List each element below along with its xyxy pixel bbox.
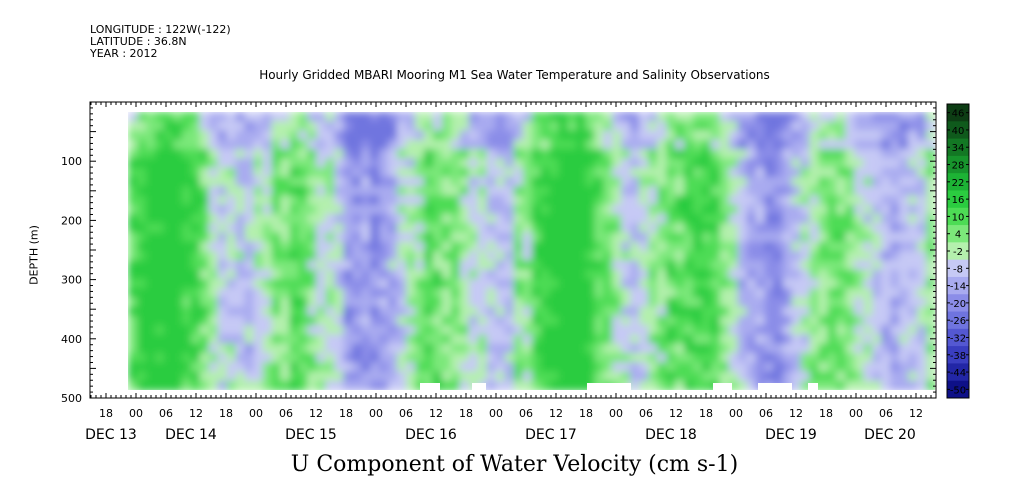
metadata-block: LONGITUDE : 122W(-122) LATITUDE : 36.8N … bbox=[90, 24, 231, 60]
colorbar-label: 28 bbox=[952, 161, 965, 172]
y-axis-labels: 100 200 300 400 500 bbox=[61, 155, 82, 405]
colorbar-swatch bbox=[947, 242, 969, 261]
data-gap bbox=[758, 383, 792, 391]
x-day-label: DEC 16 bbox=[405, 427, 457, 443]
colorbar-label: -26 bbox=[950, 316, 966, 327]
x-day-label: DEC 13 bbox=[85, 427, 137, 443]
colorbar-swatch bbox=[947, 311, 969, 330]
data-gaps bbox=[420, 383, 818, 391]
colorbar-label: 10 bbox=[952, 212, 965, 223]
colorbar-swatch bbox=[947, 138, 969, 157]
colorbar-swatch bbox=[947, 225, 969, 243]
x-hour-label: 18 bbox=[579, 407, 593, 420]
x-axis-labels: 18 00 06 12 18 00 06 12 18 00 06 12 18 00 06 12 18 00 06 12… bbox=[85, 407, 923, 443]
x-hour-label: 06 bbox=[759, 407, 773, 420]
colorbar-swatch bbox=[947, 155, 969, 174]
colorbar-label: 16 bbox=[952, 195, 965, 206]
x-hour-label: 06 bbox=[279, 407, 293, 420]
x-hour-label: 18 bbox=[339, 407, 353, 420]
x-hour-label: 00 bbox=[849, 407, 863, 420]
chart-title: Hourly Gridded MBARI Mooring M1 Sea Wate… bbox=[259, 68, 770, 82]
year-text: YEAR : 2012 bbox=[90, 47, 158, 60]
x-day-label: DEC 15 bbox=[285, 427, 337, 443]
data-gap bbox=[472, 383, 486, 391]
y-axis-ticks bbox=[90, 101, 936, 399]
x-day-label: DEC 18 bbox=[645, 427, 697, 443]
colorbar: 46 40 34 28 22 16 10 4 -2 -8 -14 -20 -26 -32 -38 -44 -50 bbox=[946, 103, 970, 399]
x-hour-label: 00 bbox=[129, 407, 143, 420]
x-hour-label: 00 bbox=[489, 407, 503, 420]
latitude-text: LATITUDE : 36.8N bbox=[90, 35, 187, 48]
x-hour-label: 12 bbox=[309, 407, 323, 420]
x-hour-label: 18 bbox=[819, 407, 833, 420]
colorbar-label: -8 bbox=[953, 264, 963, 275]
y-tick-label: 200 bbox=[61, 214, 82, 227]
colorbar-swatch bbox=[947, 346, 969, 364]
x-hour-label: 00 bbox=[729, 407, 743, 420]
x-hour-label: 12 bbox=[549, 407, 563, 420]
x-hour-label: 12 bbox=[909, 407, 923, 420]
x-hour-label: 18 bbox=[219, 407, 233, 420]
x-day-label: DEC 14 bbox=[165, 427, 217, 443]
variable-title: U Component of Water Velocity (cm s-1) bbox=[290, 452, 739, 477]
x-hour-label: 00 bbox=[609, 407, 623, 420]
colorbar-label: -2 bbox=[953, 247, 963, 258]
x-hour-label: 06 bbox=[639, 407, 653, 420]
colorbar-swatch bbox=[947, 294, 969, 313]
colorbar-label: 22 bbox=[952, 178, 965, 189]
x-hour-label: 18 bbox=[99, 407, 113, 420]
colorbar-swatch bbox=[947, 259, 969, 278]
colorbar-label: 34 bbox=[952, 143, 965, 154]
colorbar-label: -44 bbox=[950, 368, 966, 379]
colorbar-label: -20 bbox=[950, 299, 966, 310]
x-hour-label: 12 bbox=[789, 407, 803, 420]
x-hour-label: 06 bbox=[519, 407, 533, 420]
colorbar-label: -38 bbox=[950, 351, 966, 362]
data-gap bbox=[713, 383, 732, 391]
colorbar-swatch bbox=[947, 121, 969, 140]
heatmap-cells bbox=[128, 112, 935, 390]
heatmap-field bbox=[128, 112, 935, 390]
colorbar-swatch bbox=[947, 104, 969, 122]
x-hour-label: 18 bbox=[459, 407, 473, 420]
x-day-label: DEC 19 bbox=[765, 427, 817, 443]
y-tick-label: 500 bbox=[61, 392, 82, 405]
y-tick-label: 400 bbox=[61, 333, 82, 346]
x-hour-label: 06 bbox=[879, 407, 893, 420]
x-hour-label: 12 bbox=[189, 407, 203, 420]
colorbar-swatch bbox=[947, 207, 969, 226]
colorbar-swatch bbox=[947, 363, 969, 382]
x-hour-label: 12 bbox=[669, 407, 683, 420]
colorbar-label: 4 bbox=[955, 230, 961, 241]
x-day-label: DEC 20 bbox=[864, 427, 916, 443]
colorbar-label: 46 bbox=[952, 109, 965, 120]
colorbar-label: 40 bbox=[952, 126, 965, 137]
colorbar-swatch bbox=[947, 276, 969, 295]
x-hour-label: 06 bbox=[159, 407, 173, 420]
colorbar-label: -50 bbox=[950, 385, 966, 396]
colorbar-swatch bbox=[947, 173, 969, 191]
colorbar-swatch bbox=[947, 328, 969, 347]
data-gap bbox=[808, 383, 818, 391]
x-hour-label: 00 bbox=[369, 407, 383, 420]
y-tick-label: 300 bbox=[61, 274, 82, 287]
x-hour-label: 06 bbox=[399, 407, 413, 420]
colorbar-label: -14 bbox=[950, 282, 966, 293]
colorbar-swatch bbox=[947, 380, 969, 399]
y-tick-label: 100 bbox=[61, 155, 82, 168]
longitude-text: LONGITUDE : 122W(-122) bbox=[90, 23, 231, 36]
colorbar-swatch bbox=[947, 190, 969, 209]
x-hour-label: 00 bbox=[249, 407, 263, 420]
data-gap bbox=[420, 383, 440, 391]
x-day-label: DEC 17 bbox=[525, 427, 577, 443]
data-gap bbox=[587, 383, 631, 391]
x-hour-label: 18 bbox=[699, 407, 713, 420]
x-hour-label: 12 bbox=[429, 407, 443, 420]
colorbar-label: -32 bbox=[950, 333, 966, 344]
